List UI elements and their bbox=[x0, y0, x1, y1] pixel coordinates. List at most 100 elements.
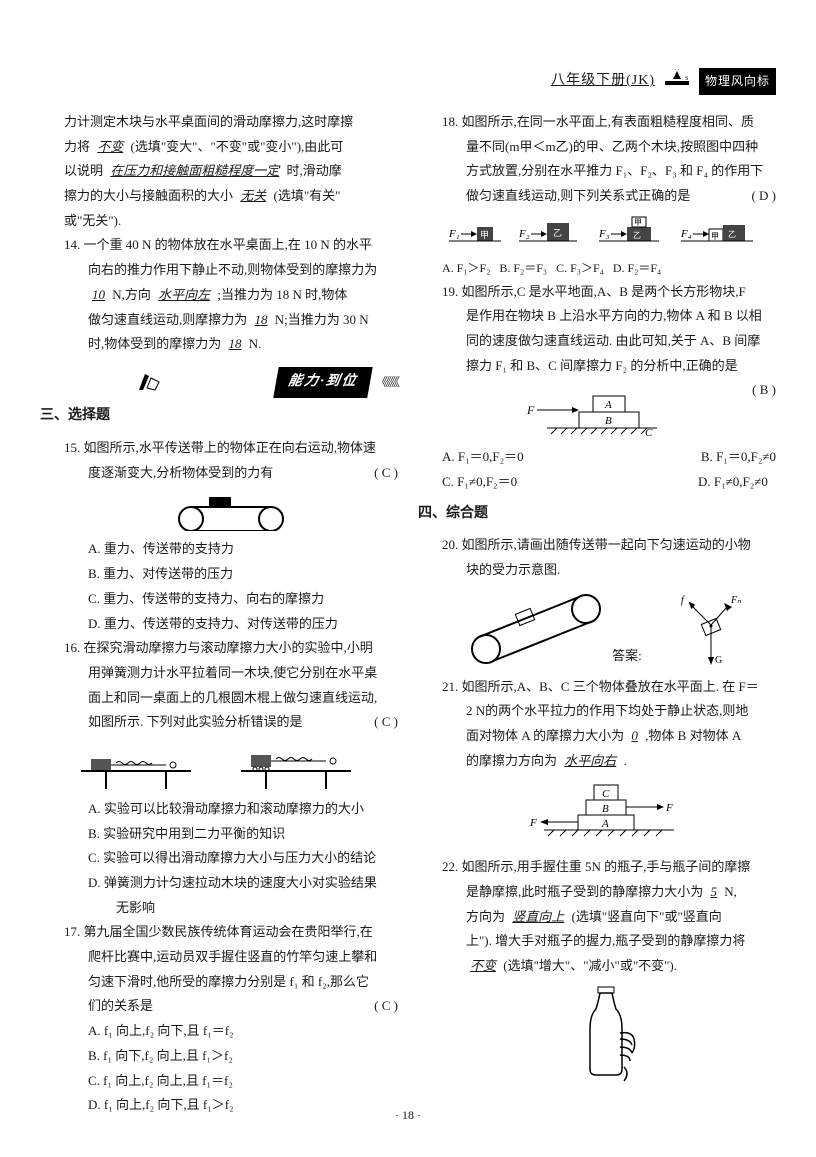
text: (选填"增大"、"减小"或"不变"). bbox=[503, 958, 677, 973]
stem: 不变 (选填"增大"、"减小"或"不变"). bbox=[442, 954, 776, 979]
stem: 面对物体 A 的摩擦力大小为 0 ,物体 B 对物体 A bbox=[442, 724, 776, 749]
svg-text:C: C bbox=[602, 788, 610, 800]
text-line: 擦力的大小与接触面积的大小 无关 (选填"有关" bbox=[64, 184, 398, 209]
answer-blank: 水平向右 bbox=[560, 753, 620, 768]
q22: 22. 如图所示,用手握住重 5N 的瓶子,手与瓶子间的摩擦 是静摩擦,此时瓶子… bbox=[418, 855, 776, 1084]
text: (选填"竖直向下"或"竖直向 bbox=[572, 909, 722, 924]
ability-banner: 能力·到位 《《《《 bbox=[40, 367, 398, 398]
text-line: 力将 不变 (选填"变大"、"不变"或"变小"),由此可 bbox=[64, 135, 398, 160]
option-b: B. 实验研究中用到二力平衡的知识 bbox=[64, 822, 398, 847]
compass-icon: N S bbox=[663, 69, 691, 93]
text: N. bbox=[249, 336, 262, 351]
q17: 17. 第九届全国少数民族传统体育运动会在贵阳举行,在 爬杆比赛中,运动员双手握… bbox=[40, 920, 398, 1118]
stem: 20. 如图所示,请画出随传送带一起向下匀速运动的小物 bbox=[442, 533, 776, 558]
stem: 22. 如图所示,用手握住重 5N 的瓶子,手与瓶子间的摩擦 bbox=[442, 855, 776, 880]
stem: 19. 如图所示,C 是水平地面,A、B 是两个长方形物块,F bbox=[442, 280, 776, 305]
svg-text:F₂: F₂ bbox=[518, 228, 530, 240]
svg-text:F: F bbox=[665, 802, 673, 814]
svg-text:S: S bbox=[685, 76, 688, 82]
text: 做匀速直线运动,则下列关系式正确的是 bbox=[466, 188, 690, 203]
stem: 同的速度做匀速直线运动. 由此可知,关于 A、B 间摩 bbox=[442, 329, 776, 354]
stem: 擦力 F₁ 和 B、C 间摩擦力 F₂ 的分析中,正确的是 bbox=[442, 354, 776, 379]
stem: 块的受力示意图. bbox=[442, 558, 776, 583]
option-a: A. F₁＝0,F₂＝0 bbox=[466, 445, 524, 470]
grade-label: 八年级下册(JK) bbox=[551, 68, 655, 95]
answer-paren: ( D ) bbox=[751, 184, 776, 209]
q20-figure: 答案: f Fₙ G bbox=[442, 589, 776, 669]
q13-continuation: 力计测定木块与水平桌面间的滑动摩擦力,这时摩擦 力将 不变 (选填"变大"、"不… bbox=[40, 110, 398, 233]
left-column: 力计测定木块与水平桌面间的滑动摩擦力,这时摩擦 力将 不变 (选填"变大"、"不… bbox=[40, 110, 398, 1118]
page-number: · 18 · bbox=[395, 1104, 421, 1127]
stem: 21. 如图所示,A、B、C 三个物体叠放在水平面上. 在 F＝ bbox=[442, 675, 776, 700]
answer-blank: 不变 bbox=[93, 139, 127, 154]
option-b: B. F₂＝F₃ bbox=[499, 261, 547, 275]
text: 时,滑动摩 bbox=[287, 163, 342, 178]
q15-figure bbox=[64, 491, 398, 531]
answer-blank: 水平向左 bbox=[154, 287, 214, 302]
stem: 量不同(m甲＜m乙)的甲、乙两个木块,按照图中四种 bbox=[442, 135, 776, 160]
option-a: A. 实验可以比较滑动摩擦力和滚动摩擦力的大小 bbox=[64, 797, 398, 822]
stem: 用弹簧测力计水平拉着同一木块,使它分别在水平桌 bbox=[64, 661, 398, 686]
text: 擦力的大小与接触面积的大小 bbox=[64, 188, 233, 203]
stem: 上"). 增大手对瓶子的握力,瓶子受到的静摩擦力将 bbox=[442, 929, 776, 954]
q20: 20. 如图所示,请画出随传送带一起向下匀速运动的小物 块的受力示意图. 答案:… bbox=[418, 533, 776, 668]
banner-arrows: 《《《《 bbox=[376, 371, 398, 394]
stem: 匀速下滑时,他所受的摩擦力分别是 f₁ 和 f₂,那么它 bbox=[64, 970, 398, 995]
option-d: D. F₁≠0,F₂≠0 bbox=[722, 470, 776, 495]
svg-text:F: F bbox=[529, 817, 537, 829]
stem: 方式放置,分别在水平推力 F₁、F₂、F₃ 和 F₄ 的作用下 bbox=[442, 159, 776, 184]
text-line: 10 N,方向 水平向左 ;当推力为 18 N 时,物体 bbox=[64, 283, 398, 308]
text: 如图所示. 下列对此实验分析错误的是 bbox=[88, 714, 303, 729]
text-line: 向右的推力作用下静止不动,则物体受到的摩擦力为 bbox=[64, 258, 398, 283]
svg-text:A: A bbox=[604, 399, 612, 411]
text: N,方向 bbox=[112, 287, 151, 302]
option-c: C. F₃＞F₄ bbox=[556, 261, 604, 275]
q21: 21. 如图所示,A、B、C 三个物体叠放在水平面上. 在 F＝ 2 N的两个水… bbox=[418, 675, 776, 850]
text-line: 或"无关"). bbox=[64, 209, 398, 234]
option-b: B. f₁ 向下,f₂ 向上,且 f₁＞f₂ bbox=[64, 1044, 398, 1069]
svg-text:F: F bbox=[526, 403, 535, 417]
text: 力将 bbox=[64, 139, 90, 154]
stem: 16. 在探究滑动摩擦力与滚动摩擦力大小的实验中,小明 bbox=[64, 636, 398, 661]
page-header: 八年级下册(JK) N S 物理风向标 bbox=[551, 68, 776, 95]
option-c: C. 实验可以得出滑动摩擦力大小与压力大小的结论 bbox=[64, 846, 398, 871]
stem: 的摩擦力方向为 水平向右 . bbox=[442, 749, 776, 774]
option-d: D. 弹簧测力计匀速拉动木块的速度大小对实验结果 bbox=[64, 871, 398, 896]
right-column: 18. 如图所示,在同一水平面上,有表面粗糙程度相同、质 量不同(m甲＜m乙)的… bbox=[418, 110, 776, 1118]
option-a: A. F₁＞F₂ bbox=[442, 261, 490, 275]
svg-text:甲: 甲 bbox=[711, 232, 719, 241]
svg-text:Fₙ: Fₙ bbox=[730, 595, 742, 606]
text: 们的关系是 bbox=[88, 998, 153, 1013]
answer-blank: 0 bbox=[627, 728, 642, 743]
pen-icon bbox=[137, 372, 173, 392]
option-c: C. f₁ 向上,f₂ 向上,且 f₁＝f₂ bbox=[64, 1069, 398, 1094]
answer-blank: 5 bbox=[707, 884, 722, 899]
stem: 2 N的两个水平拉力的作用下均处于静止状态,则地 bbox=[442, 699, 776, 724]
svg-text:G: G bbox=[715, 655, 722, 666]
answer-blank: 无关 bbox=[236, 188, 270, 203]
section-4-title: 四、综合题 bbox=[418, 501, 776, 528]
answer-label: 答案: bbox=[612, 648, 642, 663]
text-line: 时,物体受到的摩擦力为 18 N. bbox=[64, 332, 398, 357]
option-c: C. 重力、传送带的支持力、向右的摩擦力 bbox=[64, 587, 398, 612]
svg-text:F₄: F₄ bbox=[680, 228, 692, 240]
option-d: D. f₁ 向上,f₂ 向下,且 f₁＞f₂ bbox=[64, 1093, 398, 1118]
text: 度逐渐变大,分析物体受到的力有 bbox=[88, 465, 273, 480]
text: 做匀速直线运动,则摩擦力为 bbox=[88, 312, 247, 327]
svg-text:甲: 甲 bbox=[634, 218, 642, 227]
svg-text:乙: 乙 bbox=[728, 230, 736, 239]
text: (选填"变大"、"不变"或"变小"),由此可 bbox=[131, 139, 344, 154]
q18: 18. 如图所示,在同一水平面上,有表面粗糙程度相同、质 量不同(m甲＜m乙)的… bbox=[418, 110, 776, 280]
stem: 18. 如图所示,在同一水平面上,有表面粗糙程度相同、质 bbox=[442, 110, 776, 135]
option-c: C. F₁≠0,F₂＝0 bbox=[466, 470, 517, 495]
q14: 14. 一个重 40 N 的物体放在水平桌面上,在 10 N 的水平 向右的推力… bbox=[40, 233, 398, 356]
q19: 19. 如图所示,C 是水平地面,A、B 是两个长方形物块,F 是作用在物块 B… bbox=[418, 280, 776, 495]
option-b: B. 重力、对传送带的压力 bbox=[64, 562, 398, 587]
svg-text:乙: 乙 bbox=[553, 228, 562, 238]
option-a: A. f₁ 向上,f₂ 向下,且 f₁＝f₂ bbox=[64, 1019, 398, 1044]
answer-paren: ( B ) bbox=[752, 378, 776, 403]
q21-figure: C B A F F bbox=[442, 779, 776, 849]
text: ;当推力为 18 N 时,物体 bbox=[217, 287, 347, 302]
text: N;当推力为 30 N bbox=[275, 312, 369, 327]
q18-figure: F₁甲 F₂乙 F₃甲乙 F₄甲乙 bbox=[442, 215, 776, 251]
